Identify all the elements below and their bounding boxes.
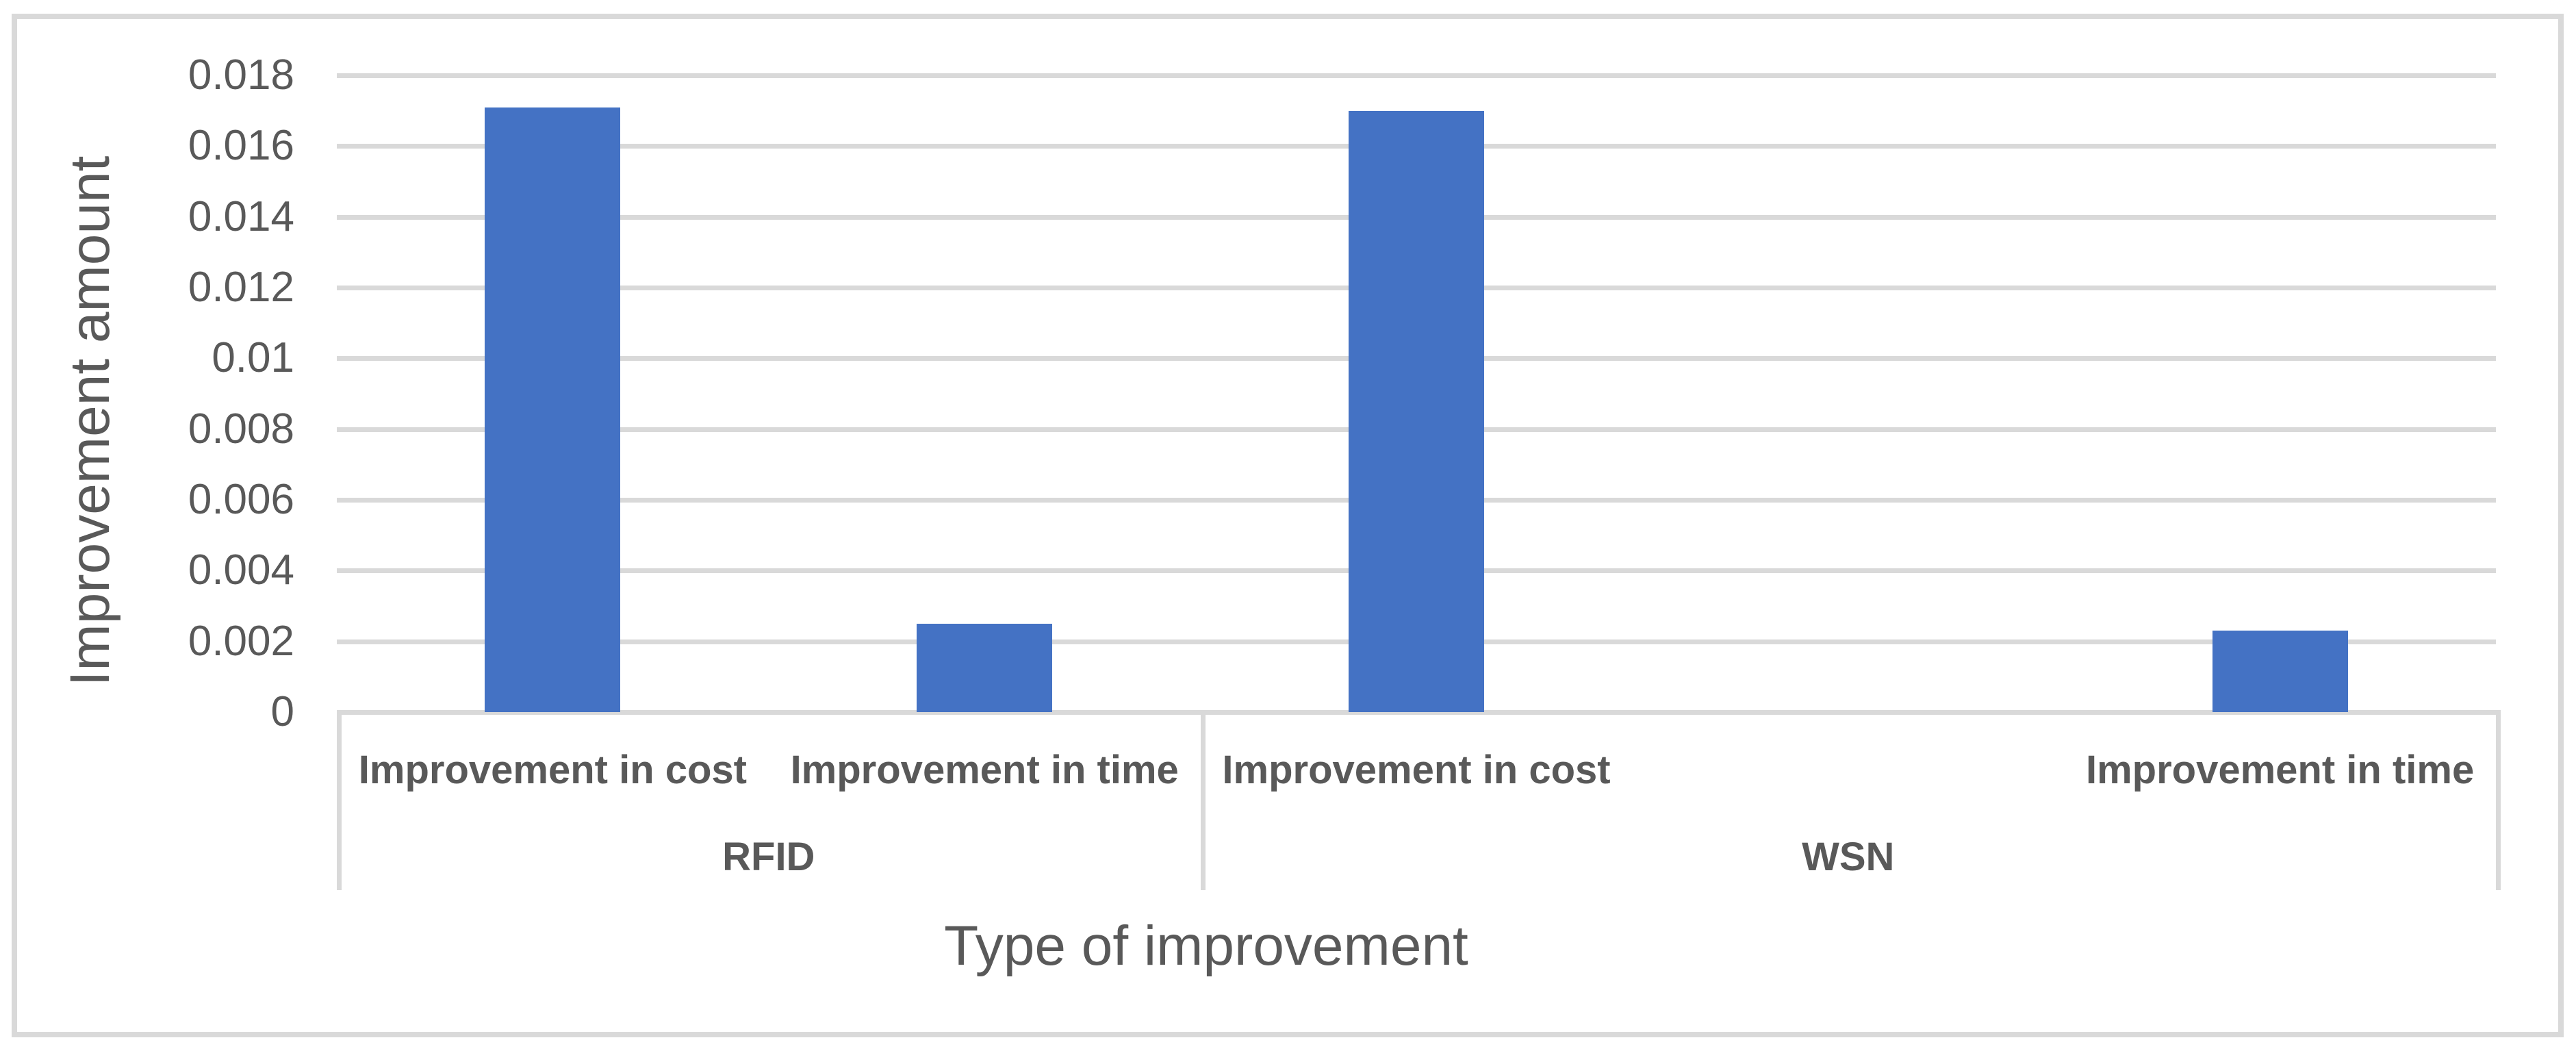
y-tick-label: 0.012 [188,264,294,311]
bar [1349,110,1484,712]
category-separator [337,710,342,890]
y-tick-label: 0.006 [188,476,294,523]
group-label: RFID [722,835,815,879]
y-tick-label: 0.004 [188,546,294,594]
category-separator [2496,710,2501,890]
y-tick-label: 0.008 [188,405,294,453]
bar [2212,631,2348,712]
bar [485,107,621,712]
x-axis-title: Type of improvement [944,915,1468,977]
group-label: WSN [1802,835,1895,879]
y-tick-label: 0.01 [212,334,294,382]
bar [917,623,1053,712]
category-label: Improvement in time [790,748,1179,792]
gridline [337,73,2496,78]
x-axis-line [337,710,2501,715]
category-label: Improvement in cost [358,748,748,792]
y-tick-label: 0.018 [188,51,294,99]
y-tick-label: 0.002 [188,617,294,665]
y-tick-label: 0.016 [188,122,294,170]
chart-border [12,14,2564,1037]
category-label: Improvement in time [2085,748,2475,792]
y-tick-label: 0 [270,688,294,735]
category-separator [1200,710,1206,890]
category-label: Improvement in cost [1222,748,1611,792]
y-tick-label: 0.014 [188,192,294,240]
